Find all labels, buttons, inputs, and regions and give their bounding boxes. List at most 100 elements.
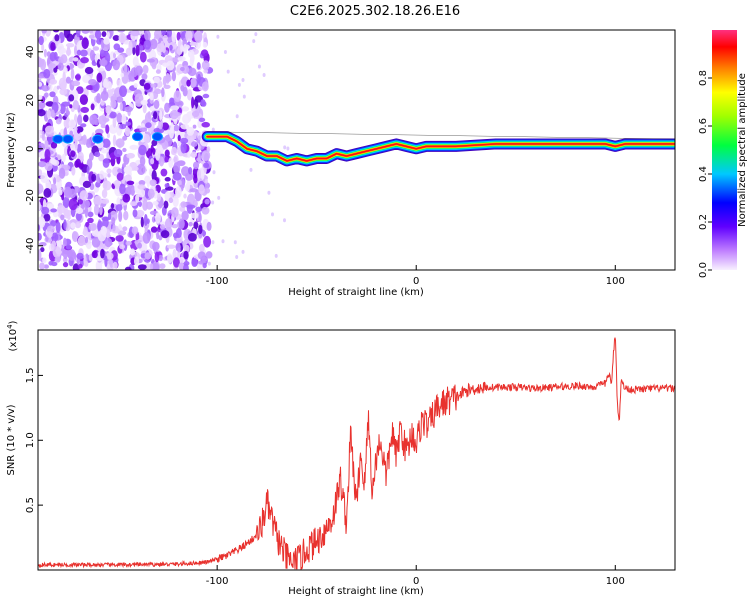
noise-blob <box>62 71 66 83</box>
noise-blob <box>168 157 174 169</box>
noise-blob <box>161 87 165 98</box>
noise-blob <box>151 139 158 147</box>
noise-blob <box>132 45 136 56</box>
colorbar-tick-label: 0.6 <box>698 118 709 134</box>
noise-blob <box>84 66 94 75</box>
noise-blob <box>179 206 186 212</box>
noise-blob <box>160 230 170 239</box>
noise-blob <box>166 30 172 39</box>
spectrogram-y-tick-label: 20 <box>25 94 36 107</box>
colorbar: 0.0 0.2 0.4 0.6 0.8 Normalized spectral ampl… <box>698 30 748 278</box>
noise-blob <box>65 244 72 250</box>
noise-blob <box>146 176 151 188</box>
noise-blob <box>183 250 189 260</box>
noise-blob <box>189 56 194 67</box>
noise-blob <box>43 188 52 198</box>
noise-blob <box>173 90 182 103</box>
noise-blob <box>102 180 112 191</box>
noise-blob <box>88 34 95 39</box>
noise-blob <box>56 204 66 214</box>
noise-blob <box>164 218 173 230</box>
snr-x-tick-label: 0 <box>413 576 419 587</box>
noise-blob <box>72 100 80 110</box>
noise-blob <box>112 224 116 232</box>
noise-blob <box>176 160 186 167</box>
noise-blob <box>185 30 193 42</box>
noise-blob <box>180 44 184 53</box>
noise-blob <box>164 102 170 113</box>
noise-blob <box>110 99 117 109</box>
noise-blob <box>112 134 117 147</box>
noise-blob <box>149 263 154 270</box>
spectrogram-x-ticks: -100 0 100 <box>206 265 625 287</box>
snr-y-ticks: 0.5 1.0 1.5 <box>25 367 43 513</box>
noise-blob <box>77 263 83 269</box>
noise-blob <box>180 141 187 154</box>
noise-blob <box>38 94 43 101</box>
noise-blob <box>186 89 193 101</box>
noise-blob <box>145 122 152 129</box>
noise-blob <box>75 207 84 214</box>
noise-blob <box>100 90 109 102</box>
noise-blob <box>118 210 123 223</box>
snr-y-label: SNR (10 * v/v) <box>6 404 17 475</box>
noise-blob <box>143 39 152 50</box>
noise-blob <box>56 85 60 90</box>
noise-blob <box>76 252 84 260</box>
noise-blob <box>89 49 95 61</box>
noise-blob <box>38 109 46 117</box>
noise-blob <box>57 62 64 71</box>
noise-blob <box>115 138 125 148</box>
noise-blob <box>65 43 75 48</box>
noise-blob <box>183 244 190 253</box>
noise-blob <box>204 178 208 184</box>
noise-blob <box>91 173 97 182</box>
ridge-band <box>206 135 675 162</box>
noise-blob <box>129 201 138 207</box>
noise-blob <box>112 59 121 71</box>
noise-blob <box>70 222 76 229</box>
noise-blob <box>187 49 195 58</box>
noise-blob <box>102 138 111 149</box>
noise-blob <box>38 224 41 232</box>
noise-blob <box>164 74 172 83</box>
noise-blob <box>135 44 140 57</box>
noise-blob <box>46 109 52 119</box>
noise-blob <box>38 216 46 229</box>
noise-blob <box>130 67 138 78</box>
noise-blob <box>179 66 185 72</box>
noise-blob <box>177 134 181 142</box>
noise-blob <box>182 113 191 124</box>
noise-blob <box>188 166 193 175</box>
noise-blob <box>160 40 165 50</box>
noise-blob <box>79 94 89 106</box>
noise-blob <box>188 221 193 227</box>
noise-blob <box>201 81 209 92</box>
noise-blob <box>130 185 136 196</box>
noise-blob <box>48 63 56 69</box>
noise-blob <box>116 96 124 103</box>
noise-blob <box>201 60 210 71</box>
noise-blob <box>104 237 113 248</box>
noise-hot-blob <box>62 134 74 144</box>
noise-blob <box>271 212 275 217</box>
noise-blob <box>41 85 50 92</box>
noise-blob <box>109 261 114 268</box>
noise-blob <box>38 130 41 141</box>
noise-blob <box>159 221 166 226</box>
snr-y-tick-label: 0.5 <box>25 497 36 513</box>
noise-blob <box>77 143 82 155</box>
noise-blob <box>49 69 54 74</box>
noise-blob <box>132 209 138 218</box>
noise-blob <box>97 229 107 242</box>
noise-blob <box>83 199 91 209</box>
noise-blob <box>156 231 160 240</box>
spectrogram-panel: -100 0 100 -40 -20 0 20 40 Height of straight … <box>6 29 676 298</box>
noise-blob <box>105 252 114 260</box>
noise-blob <box>237 82 241 87</box>
noise-blob <box>53 66 58 73</box>
noise-blob <box>139 45 144 51</box>
noise-blob <box>181 178 185 189</box>
noise-blob <box>46 231 53 239</box>
noise-blob <box>50 141 58 149</box>
